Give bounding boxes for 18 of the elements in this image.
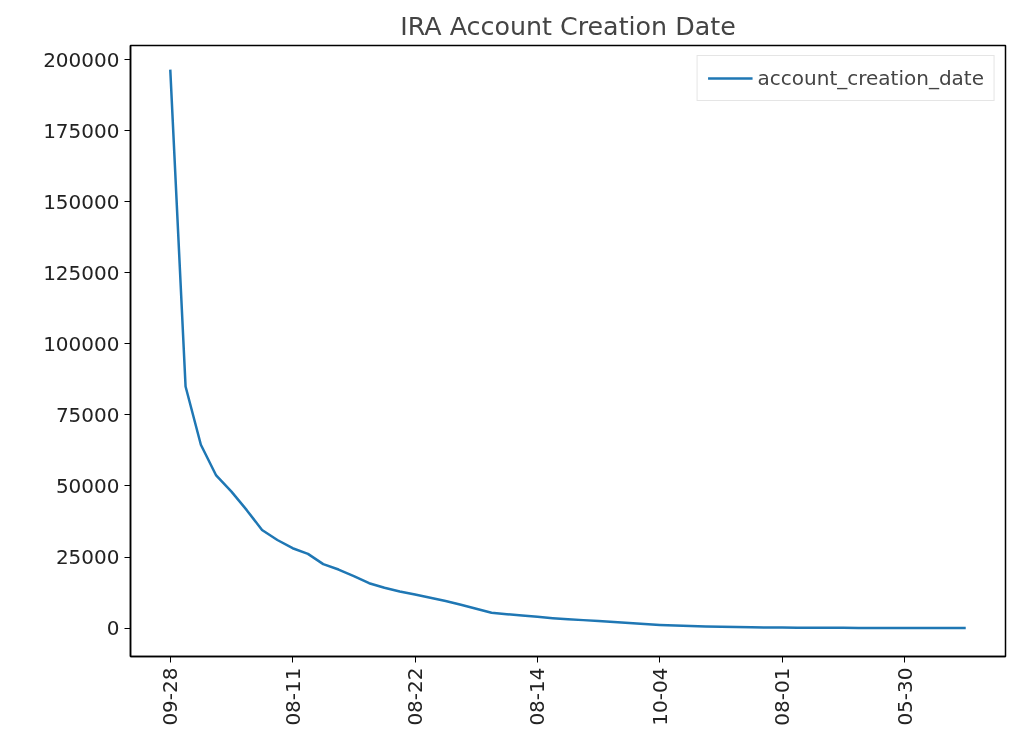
y-tick-label: 50000 — [55, 473, 120, 498]
legend-label: account_creation_date — [757, 66, 984, 90]
x-tick-label: 05-30 — [892, 667, 917, 726]
y-tick-label: 200000 — [43, 47, 120, 72]
y-tick-label: 150000 — [43, 189, 120, 214]
y-tick-label: 100000 — [43, 331, 120, 356]
x-tick-label: 08-22 — [403, 667, 428, 726]
y-tick-label: 75000 — [55, 402, 120, 427]
x-tick-label: 08-01 — [770, 667, 795, 726]
y-tick-label: 125000 — [43, 260, 120, 285]
x-tick-label: 10-04 — [647, 667, 672, 726]
y-tick-label: 175000 — [43, 118, 120, 143]
y-tick-label: 0 — [106, 616, 120, 641]
x-tick-label: 09-28 — [158, 667, 183, 726]
chart-title: IRA Account Creation Date — [400, 10, 736, 41]
x-tick-label: 08-11 — [280, 667, 305, 726]
x-tick-label: 08-14 — [525, 667, 550, 726]
y-tick-label: 25000 — [55, 545, 120, 570]
